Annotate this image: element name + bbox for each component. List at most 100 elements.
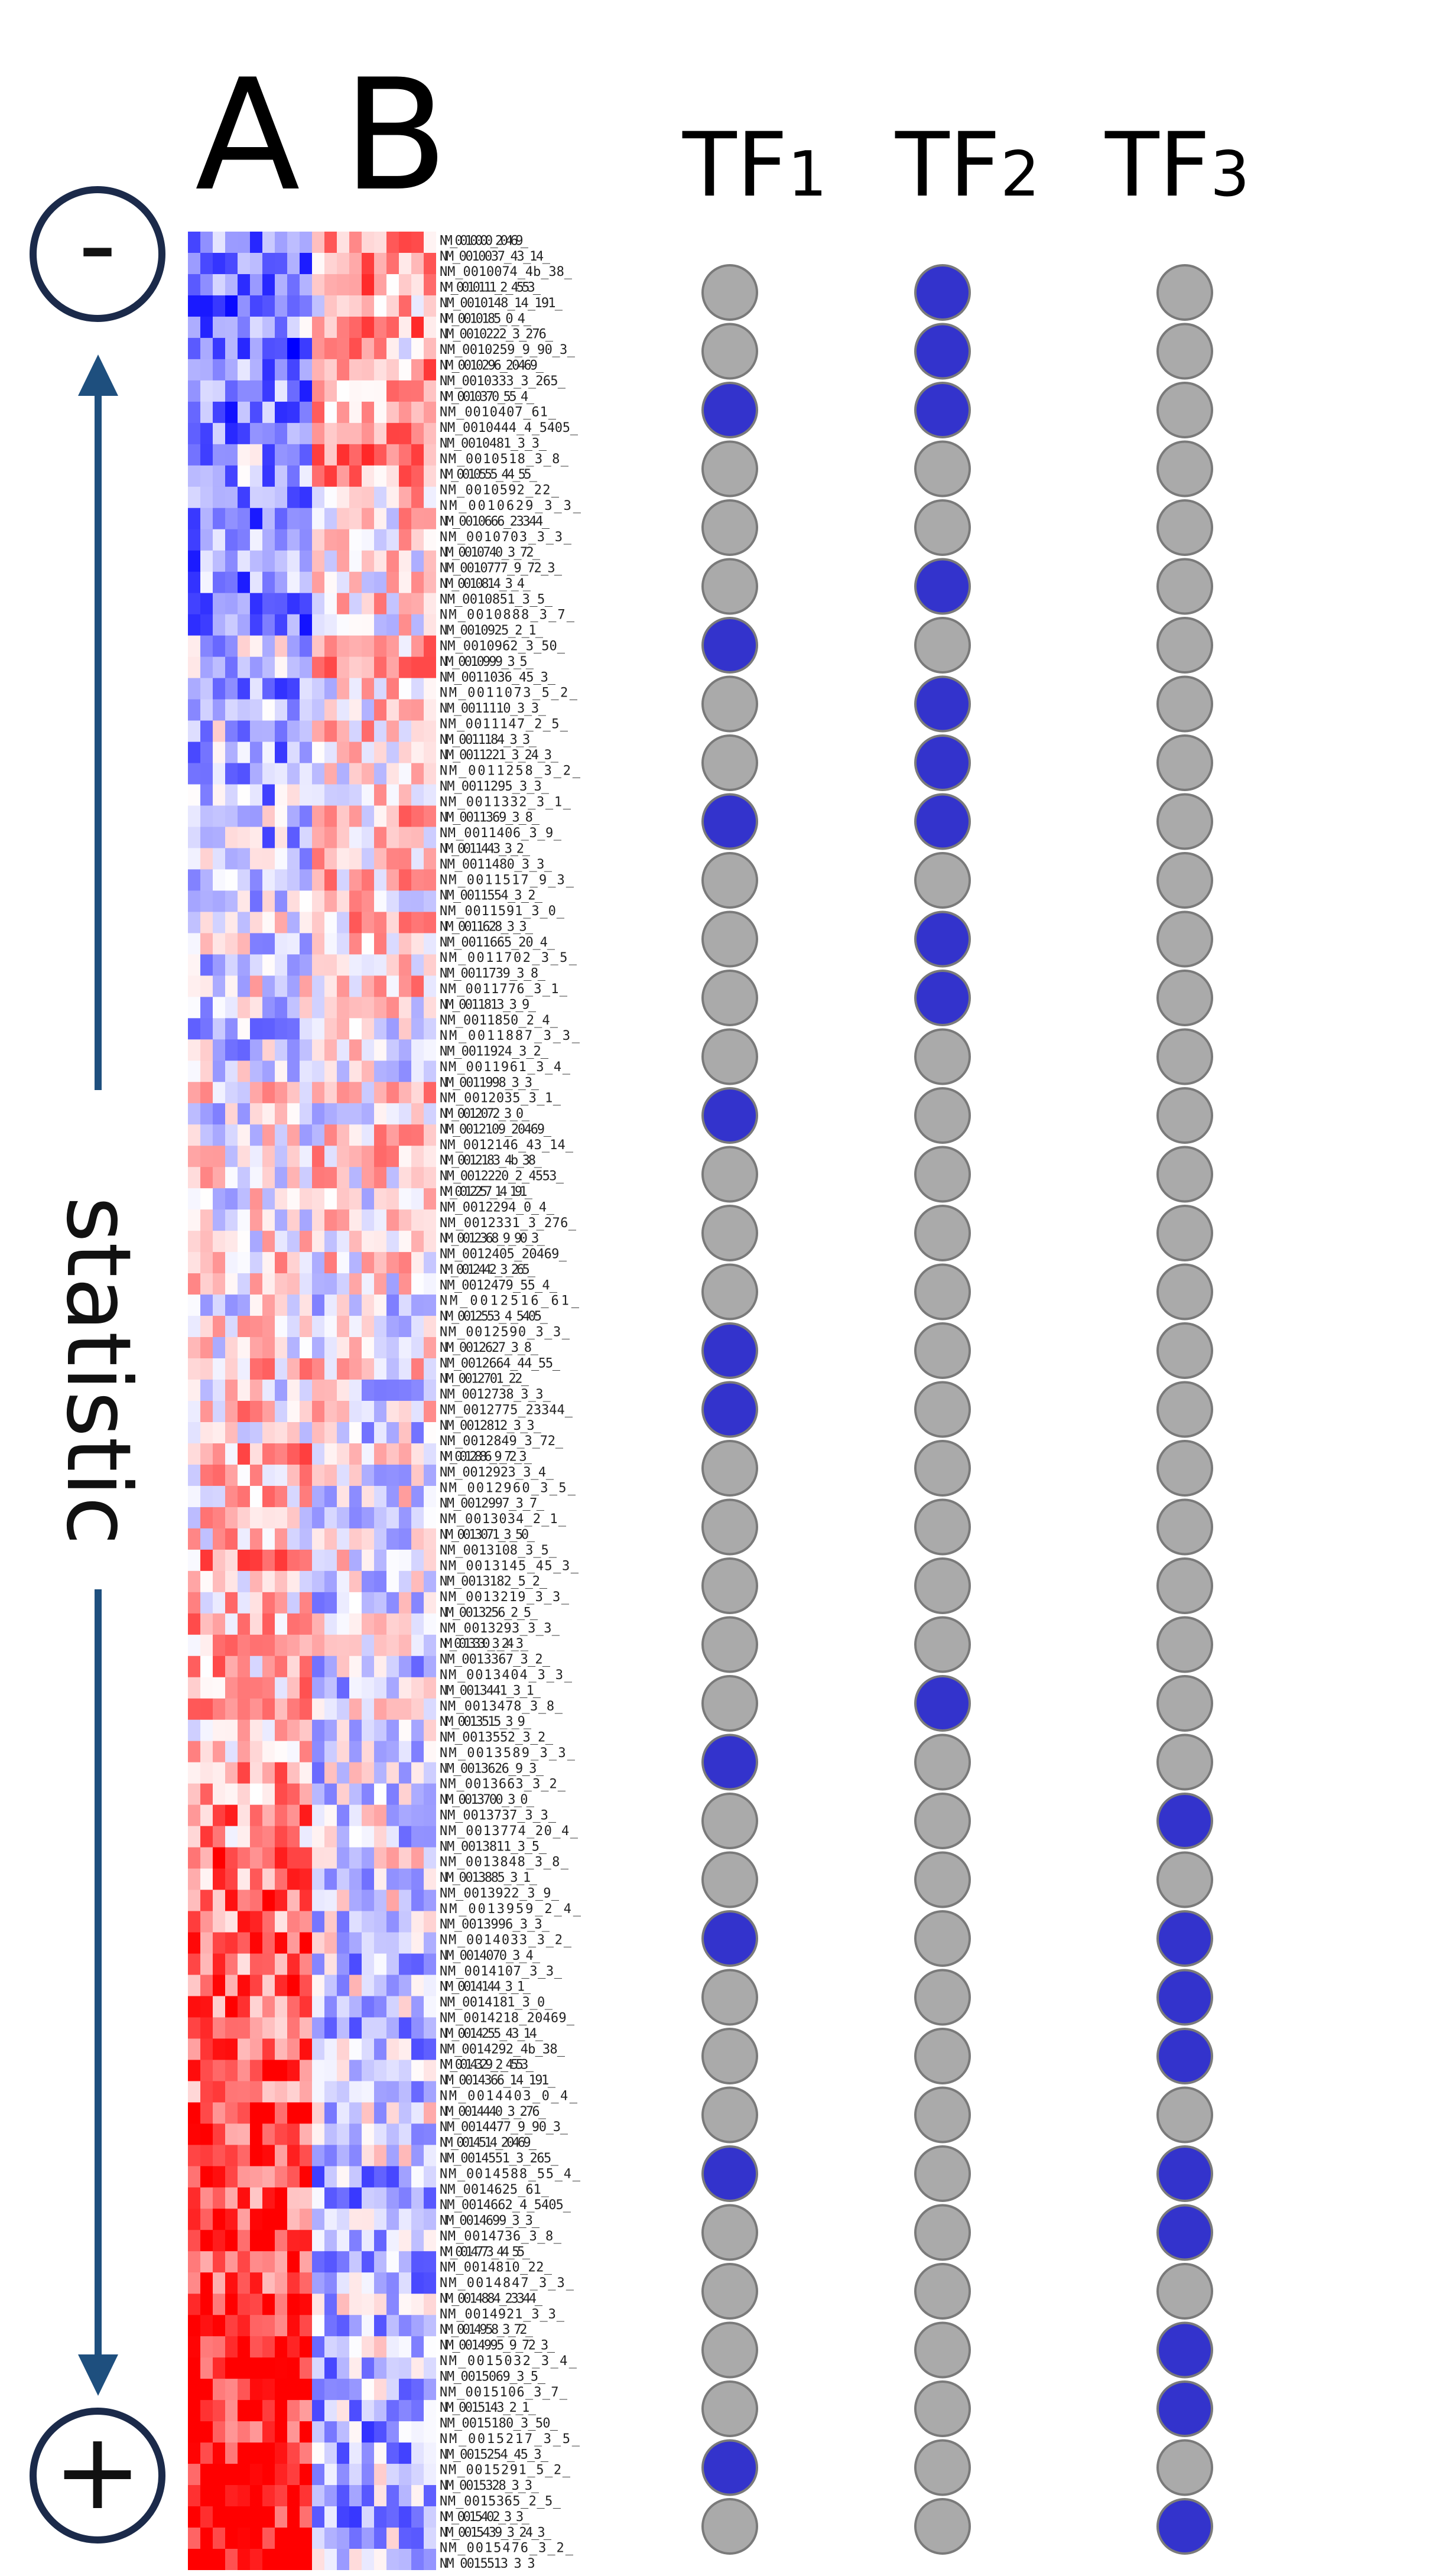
gene-label: NM_0011110_3_3_: [440, 701, 547, 716]
heatmap-cell: [374, 741, 387, 764]
heatmap-cell: [362, 1911, 375, 1933]
heatmap-cell: [324, 1337, 337, 1359]
heatmap-cell: [337, 763, 350, 785]
gene-label: NM_0012183_4b_38_: [440, 1153, 542, 1168]
heatmap-cell: [213, 2123, 226, 2145]
heatmap-cell: [362, 1719, 375, 1742]
heatmap-cell: [349, 805, 362, 828]
heatmap-cell: [411, 805, 424, 828]
tf-miss-dot-tf2: [914, 2145, 971, 2202]
heatmap-cell: [188, 2230, 201, 2252]
heatmap-cell: [250, 2528, 263, 2549]
heatmap-cell: [424, 1911, 436, 1933]
heatmap-cell: [399, 1401, 412, 1423]
heatmap-cell: [399, 1358, 412, 1380]
heatmap-cell: [238, 678, 251, 700]
heatmap-cell: [374, 1443, 387, 1465]
heatmap-cell: [188, 508, 201, 530]
heatmap-cell: [424, 2400, 436, 2422]
heatmap-cell: [424, 1082, 436, 1104]
heatmap-cell: [213, 2038, 226, 2061]
heatmap-cell: [250, 1231, 263, 1253]
heatmap-cell: [188, 656, 201, 679]
heatmap-cell: [200, 1061, 213, 1082]
gene-label: NM_0013589_3_3_: [440, 1746, 576, 1761]
heatmap-cell: [300, 1146, 313, 1167]
heatmap-cell: [399, 1762, 412, 1784]
heatmap-cell: [362, 2272, 375, 2294]
heatmap-cell: [275, 954, 288, 976]
heatmap-cell: [362, 508, 375, 530]
heatmap-cell: [225, 848, 238, 870]
heatmap-cell: [349, 1464, 362, 1487]
heatmap-cell: [238, 1592, 251, 1614]
heatmap-cell: [324, 2421, 337, 2443]
heatmap-cell: [238, 337, 251, 360]
heatmap-cell: [213, 444, 226, 466]
heatmap-cell: [374, 784, 387, 806]
heatmap-cell: [225, 2123, 238, 2145]
heatmap-cell: [213, 1932, 226, 1954]
heatmap-cell: [424, 1188, 436, 1210]
heatmap-cell: [188, 763, 201, 785]
heatmap-cell: [349, 2485, 362, 2507]
gene-label: NM_0011998_3_3_: [440, 1075, 540, 1090]
heatmap-cell: [213, 1018, 226, 1040]
heatmap-cell: [374, 274, 387, 296]
heatmap-cell: [250, 912, 263, 934]
heatmap-cell: [300, 1911, 313, 1933]
heatmap-cell: [238, 2379, 251, 2401]
heatmap-cell: [411, 337, 424, 360]
heatmap-cell: [349, 380, 362, 402]
gene-label: NM_0014847_3_3_: [440, 2276, 574, 2291]
expression-heatmap: [188, 232, 436, 2570]
heatmap-cell: [213, 763, 226, 785]
heatmap-cell: [312, 2060, 325, 2082]
tf-hit-dot-tf1: [701, 1733, 758, 1791]
heatmap-cell: [362, 2038, 375, 2061]
heatmap-cell: [399, 1932, 412, 1954]
heatmap-cell: [349, 1889, 362, 1912]
heatmap-cell: [262, 2145, 275, 2167]
heatmap-cell: [411, 1485, 424, 1508]
heatmap-cell: [374, 763, 387, 785]
heatmap-cell: [287, 1868, 300, 1891]
tf-hit-dot-tf2: [914, 970, 971, 1026]
heatmap-cell: [337, 1273, 350, 1295]
gene-label: NM_0013515_3_9_: [440, 1715, 532, 1729]
heatmap-cell: [213, 1273, 226, 1295]
heatmap-cell: [188, 1018, 201, 1040]
heatmap-cell: [262, 1146, 275, 1167]
heatmap-cell: [213, 1549, 226, 1572]
heatmap-cell: [312, 1103, 325, 1125]
heatmap-cell: [300, 295, 313, 317]
minus-sign: -: [78, 183, 117, 307]
heatmap-cell: [374, 1358, 387, 1380]
tf-miss-dot-tf2: [914, 1557, 971, 1614]
heatmap-cell: [411, 997, 424, 1019]
heatmap-cell: [374, 2251, 387, 2273]
heatmap-cell: [399, 1146, 412, 1167]
heatmap-cell: [200, 1634, 213, 1657]
tf-miss-dot-tf2: [914, 2321, 971, 2379]
gene-label: NM_0010999_3_5_: [440, 655, 534, 669]
heatmap-cell: [250, 2379, 263, 2401]
heatmap-cell: [188, 954, 201, 976]
tf-miss-dot-tf2: [914, 2498, 971, 2555]
heatmap-cell: [238, 1953, 251, 1976]
heatmap-cell: [300, 1316, 313, 1338]
heatmap-cell: [312, 1209, 325, 1231]
heatmap-cell: [374, 954, 387, 976]
heatmap-cell: [275, 1039, 288, 1061]
heatmap-cell: [225, 1252, 238, 1274]
heatmap-cell: [250, 2336, 263, 2358]
heatmap-cell: [300, 997, 313, 1019]
heatmap-cell: [312, 1528, 325, 1550]
heatmap-cell: [386, 295, 399, 317]
heatmap-cell: [399, 827, 412, 849]
heatmap-cell: [287, 2379, 300, 2401]
gene-label: NM_0012109_20469_: [440, 1123, 552, 1137]
heatmap-cell: [424, 1422, 436, 1444]
heatmap-cell: [411, 593, 424, 615]
heatmap-cell: [213, 1528, 226, 1550]
